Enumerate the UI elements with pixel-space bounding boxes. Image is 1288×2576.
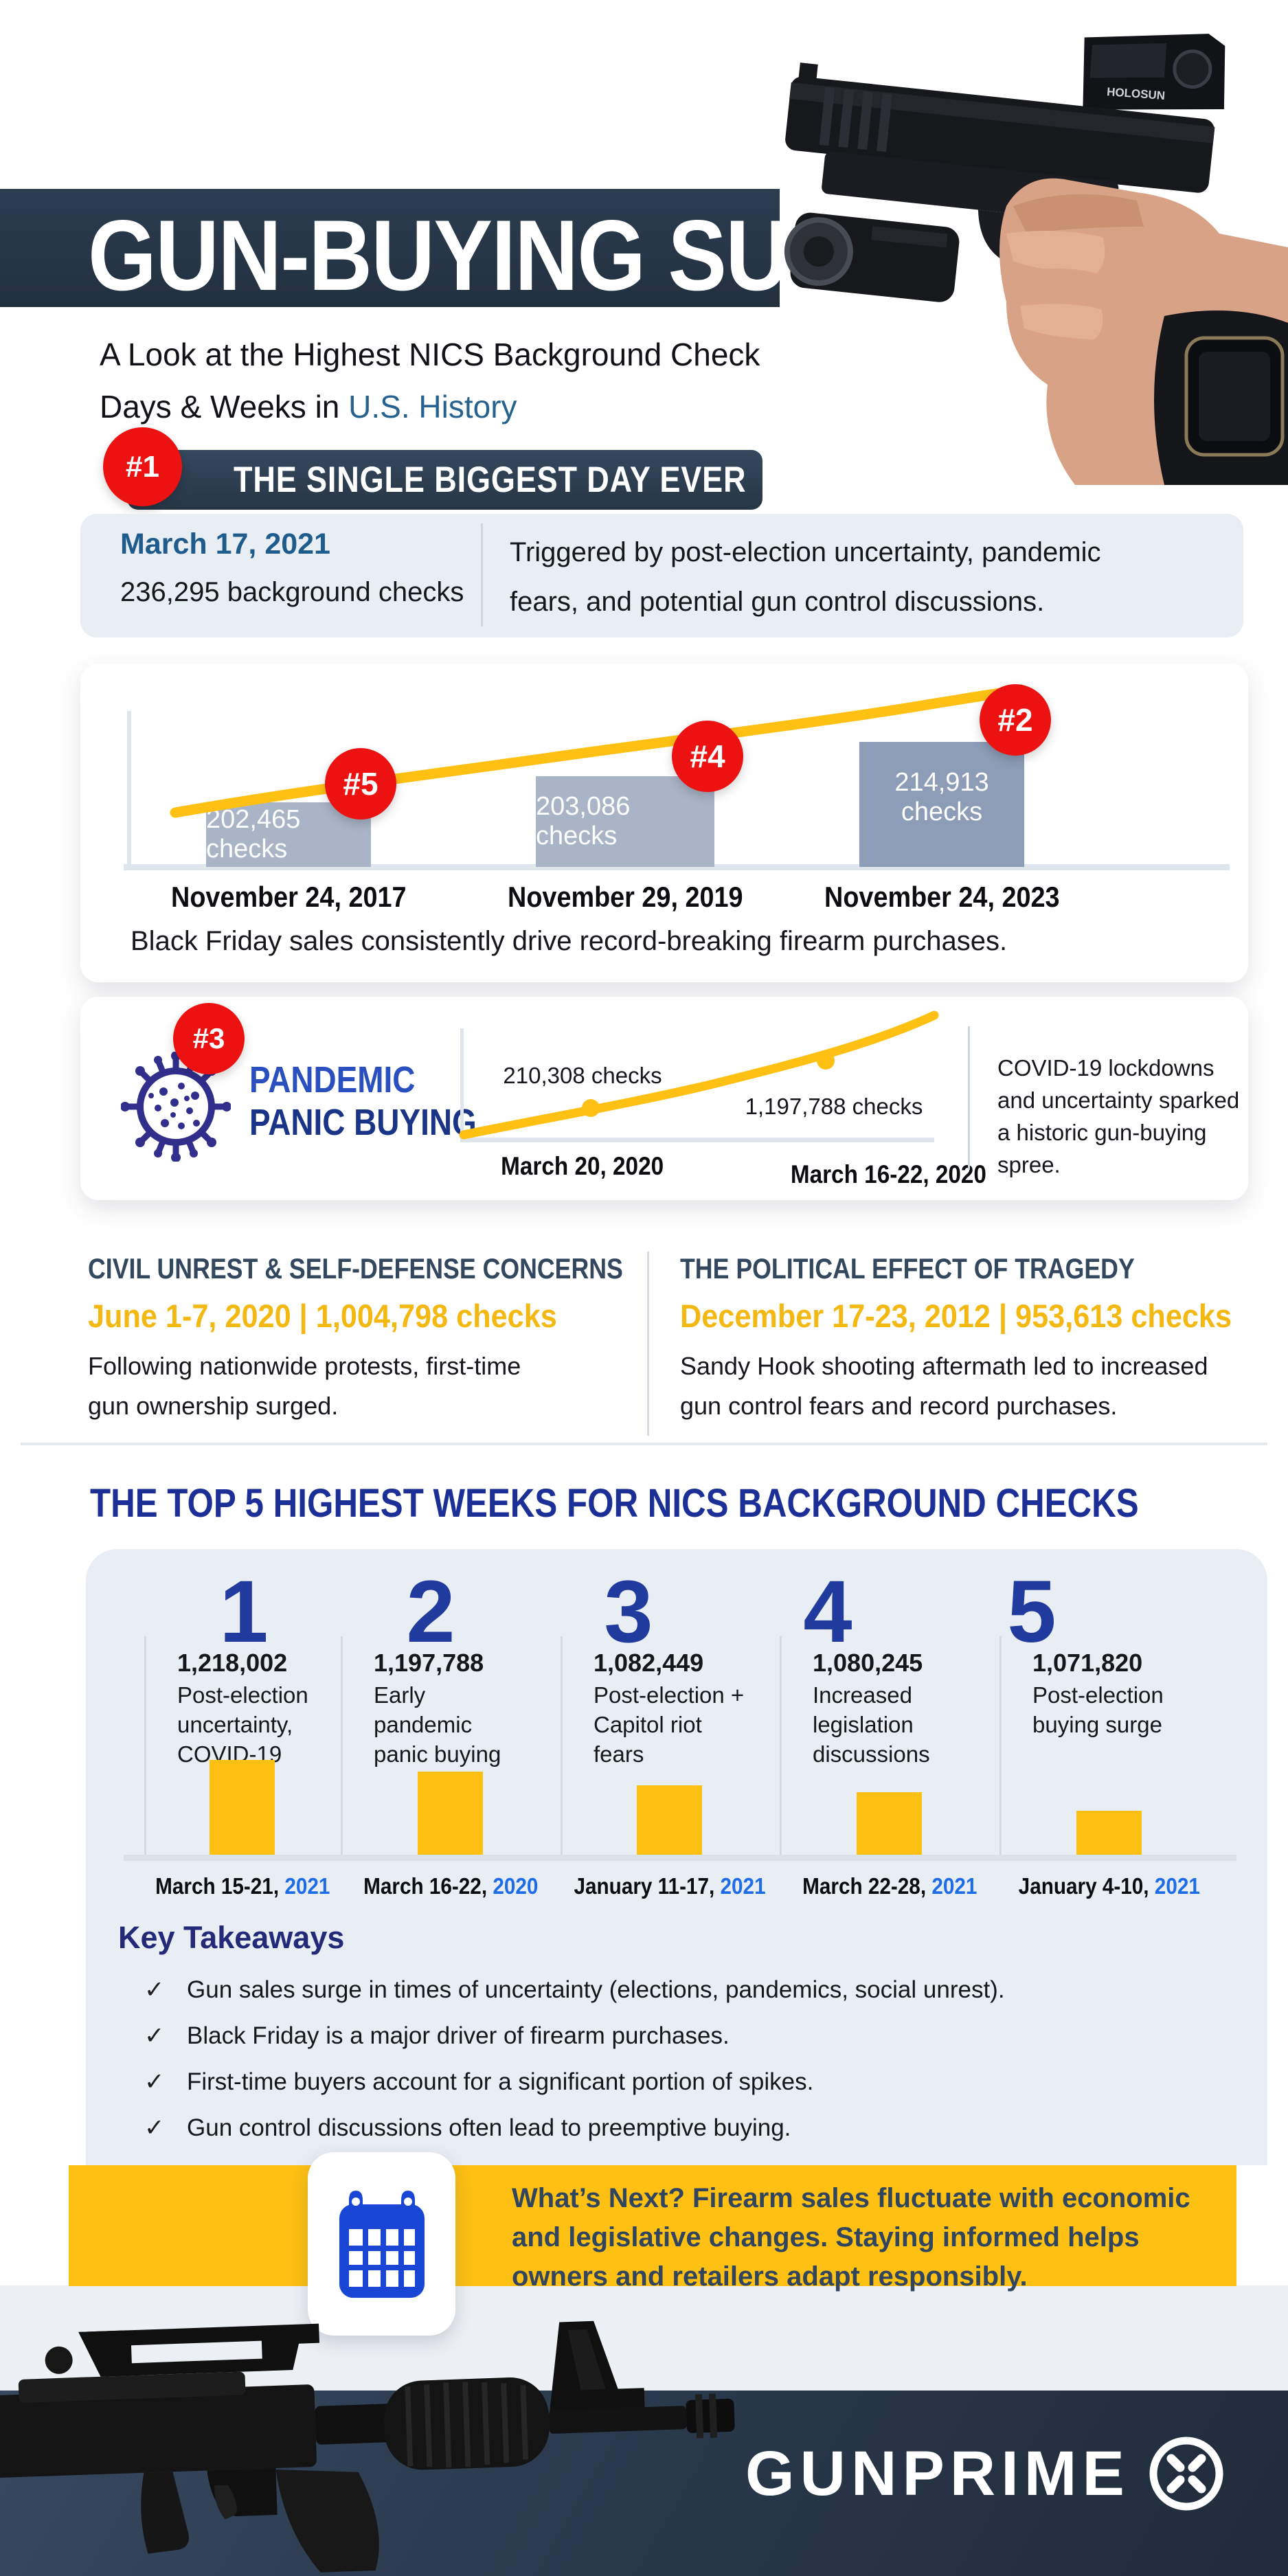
bar-2023-label: 214,913 checks xyxy=(894,768,989,826)
rifle-illustration xyxy=(0,2320,735,2573)
vertical-divider xyxy=(481,523,483,626)
rank-number-1: 1 xyxy=(219,1563,269,1661)
week-3-date: January 11-17, 2021 xyxy=(574,1873,766,1899)
col-rule xyxy=(144,1636,146,1855)
pandemic-point1-date: March 20, 2020 xyxy=(501,1152,664,1180)
week-4-value: 1,080,245 xyxy=(813,1649,923,1677)
rank-3-badge: #3 xyxy=(173,1003,245,1074)
bar-2019-date: November 29, 2019 xyxy=(507,881,743,913)
brand-name: GUNPRIME xyxy=(745,2438,1130,2509)
key-takeaways-heading: Key Takeaways xyxy=(118,1920,345,1955)
week-1-value: 1,218,002 xyxy=(177,1649,288,1677)
whats-next-text: What’s Next? Firearm sales fluctuate wit… xyxy=(512,2183,1190,2292)
checkmark-icon: ✓ xyxy=(144,2114,165,2141)
week-3-desc: Post-election + Capitol riot fears xyxy=(594,1682,745,1767)
week-2-bar xyxy=(418,1772,483,1855)
rank-1-badge: #1 xyxy=(103,427,182,506)
bar-2017-date: November 24, 2017 xyxy=(170,881,407,913)
week-5-desc: Post-election buying surge xyxy=(1032,1682,1164,1737)
pandemic-curve xyxy=(459,1010,939,1140)
week-3-bar xyxy=(637,1785,702,1855)
tragedy-body: Sandy Hook shooting aftermath led to inc… xyxy=(680,1352,1208,1420)
col-rule xyxy=(341,1636,343,1855)
section-divider xyxy=(21,1443,1267,1445)
week-2-desc: Early pandemic panic buying xyxy=(374,1682,501,1767)
takeaway-item: ✓ Black Friday is a major driver of firea… xyxy=(144,2022,730,2049)
week-5-bar xyxy=(1076,1811,1142,1855)
pandemic-point1-label: 210,308 checks xyxy=(503,1063,662,1088)
col-rule xyxy=(780,1636,782,1855)
checkmark-icon: ✓ xyxy=(144,2068,165,2095)
week-2-value: 1,197,788 xyxy=(374,1649,484,1677)
column-divider xyxy=(647,1252,649,1436)
week-5-value: 1,071,820 xyxy=(1032,1649,1143,1677)
week-4-bar xyxy=(857,1792,922,1855)
calendar-icon xyxy=(339,2190,425,2298)
rank-number-5: 5 xyxy=(1007,1563,1057,1661)
single-day-date: March 17, 2021 xyxy=(120,528,330,561)
top5-section-heading: THE TOP 5 HIGHEST WEEKS FOR NICS BACKGRO… xyxy=(90,1481,1139,1526)
takeaway-item: ✓ Gun sales surge in times of uncertainty… xyxy=(144,1976,1005,2003)
week-4-desc: Increased legislation discussions xyxy=(813,1682,930,1767)
brand-logo: GUNPRIME xyxy=(745,2435,1225,2512)
checkmark-icon: ✓ xyxy=(144,1976,165,2003)
civil-unrest-stat: June 1-7, 2020 | 1,004,798 checks xyxy=(88,1298,557,1334)
checkmark-icon: ✓ xyxy=(144,2022,165,2049)
week-2-date: March 16-22, 2020 xyxy=(363,1873,539,1899)
bar-2023: 214,913 checks xyxy=(859,742,1024,867)
col-rule xyxy=(999,1636,1002,1855)
rank-number-2: 2 xyxy=(406,1563,455,1661)
pandemic-title-line2: PANIC BUYING xyxy=(249,1102,477,1143)
week-5-date: January 4-10, 2021 xyxy=(1018,1873,1201,1899)
rank-5-badge: #5 xyxy=(325,748,396,820)
calendar-card xyxy=(308,2152,455,2336)
pandemic-y-axis xyxy=(460,1028,464,1140)
rank-4-badge: #4 xyxy=(672,721,743,792)
x-axis xyxy=(124,864,1230,870)
takeaway-item: ✓ First-time buyers account for a signifi… xyxy=(144,2068,814,2095)
pandemic-point2-label: 1,197,788 checks xyxy=(745,1094,923,1119)
pandemic-card: #3 PANDEMIC PANIC BUYING 210,308 checks … xyxy=(80,997,1248,1200)
pandemic-point2-date: March 16-22, 2020 xyxy=(790,1160,986,1188)
civil-unrest-body: Following nationwide protests, first-tim… xyxy=(88,1352,521,1420)
rank-number-4: 4 xyxy=(803,1563,852,1661)
tragedy-stat: December 17-23, 2012 | 953,613 checks xyxy=(680,1298,1232,1334)
bar-2019-label: 203,086 checks xyxy=(536,792,631,850)
week-3-value: 1,082,449 xyxy=(594,1649,704,1677)
top5-card: 1 2 3 4 5 1,218,002 1,197,788 1,082,449 … xyxy=(86,1549,1267,2165)
week-4-date: March 22-28, 2021 xyxy=(802,1873,978,1899)
hero-gun-photo: HOLOSUN xyxy=(780,0,1288,485)
pistol-illustration: HOLOSUN xyxy=(784,34,1288,485)
week-1-bar xyxy=(210,1760,275,1855)
col-rule xyxy=(561,1636,563,1855)
single-day-note: Triggered by post-election uncertainty, … xyxy=(510,537,1101,617)
vertical-divider xyxy=(968,1026,970,1170)
y-axis xyxy=(127,711,131,867)
single-day-card: March 17, 2021 236,295 background checks… xyxy=(80,514,1243,637)
takeaway-item: ✓ Gun control discussions often lead to p… xyxy=(144,2114,791,2141)
civil-unrest-heading: CIVIL UNREST & SELF-DEFENSE CONCERNS xyxy=(88,1252,623,1285)
bar-2019: 203,086 checks xyxy=(536,776,714,867)
whats-next-band: What’s Next? Firearm sales fluctuate wit… xyxy=(69,2165,1236,2292)
black-friday-card: 202,465 checks 203,086 checks 214,913 ch… xyxy=(80,664,1248,982)
tragedy-heading: THE POLITICAL EFFECT OF TRAGEDY xyxy=(680,1252,1135,1285)
rank-2-badge: #2 xyxy=(980,684,1051,756)
pandemic-note: COVID-19 lockdowns and uncertainty spark… xyxy=(997,1055,1240,1177)
bar-2023-date: November 24, 2023 xyxy=(824,881,1060,913)
black-friday-caption: Black Friday sales consistently drive re… xyxy=(131,926,1008,956)
single-day-header-bar: THE SINGLE BIGGEST DAY EVER xyxy=(127,450,762,510)
crosshair-icon xyxy=(1149,2437,1223,2511)
pandemic-x-axis xyxy=(460,1138,934,1142)
week-1-date: March 15-21, 2021 xyxy=(155,1873,330,1899)
top5-baseline xyxy=(124,1855,1236,1861)
page-subtitle: A Look at the Highest NICS Background Ch… xyxy=(100,337,760,425)
rank-number-3: 3 xyxy=(604,1563,653,1661)
single-day-checks: 236,295 background checks xyxy=(120,577,464,607)
pandemic-title-line1: PANDEMIC xyxy=(249,1059,416,1100)
week-1-desc: Post-election uncertainty, COVID-19 xyxy=(177,1682,308,1767)
